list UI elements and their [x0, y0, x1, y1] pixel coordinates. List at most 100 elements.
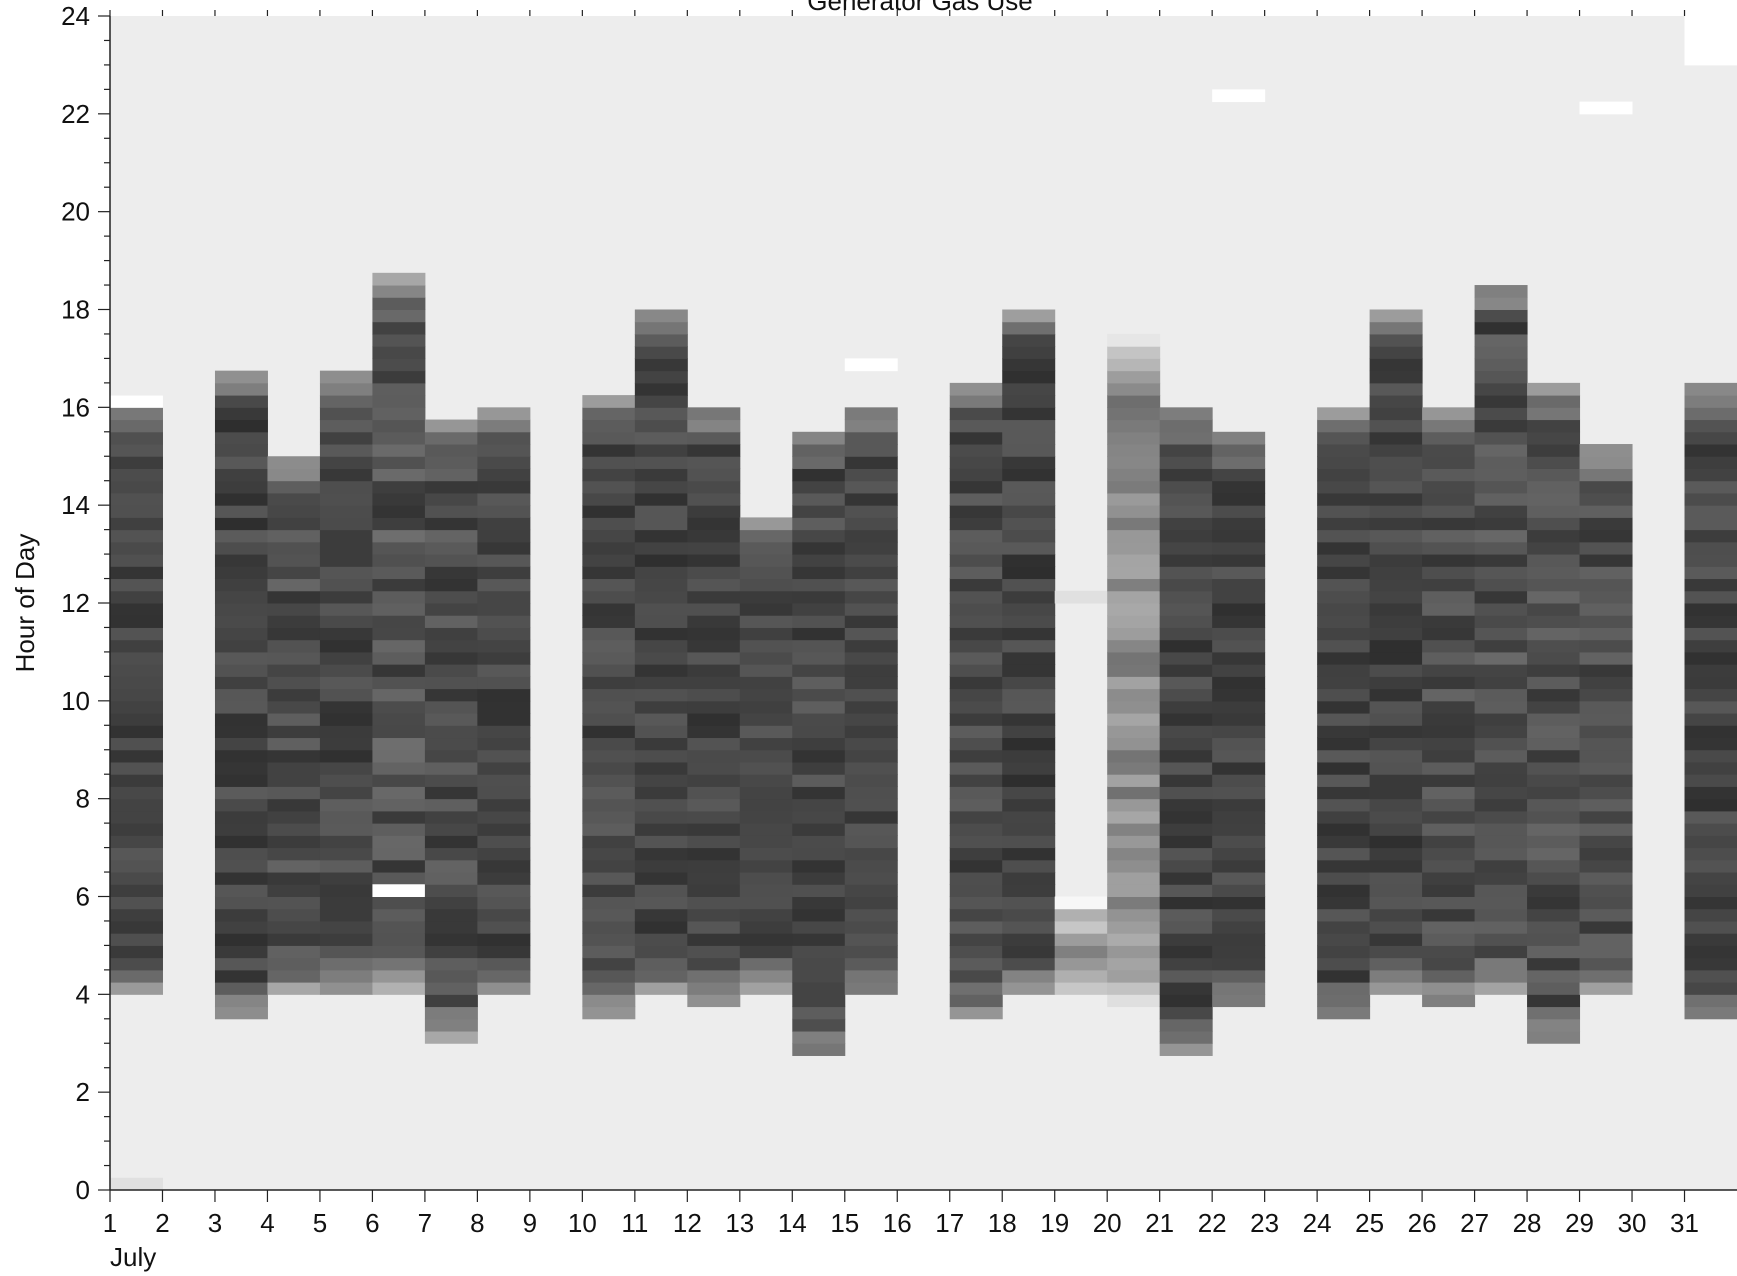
heatmap-cell [687, 761, 741, 775]
heatmap-cell [319, 431, 373, 445]
heatmap-cell [1317, 847, 1371, 861]
heatmap-cell [1369, 431, 1423, 445]
heatmap-cell [844, 676, 898, 690]
heatmap-cell [687, 896, 741, 910]
heatmap-cell [1107, 431, 1161, 445]
heatmap-cell [1159, 419, 1213, 433]
heatmap-cell [792, 480, 846, 494]
heatmap-cell [1527, 664, 1581, 677]
heatmap-cell [1002, 370, 1056, 384]
heatmap-cell [319, 835, 373, 849]
heatmap-cell [319, 603, 373, 616]
heatmap-cell [1579, 101, 1633, 115]
heatmap-cell [1369, 382, 1423, 396]
heatmap-cell [1212, 541, 1266, 555]
heatmap-cell [214, 664, 268, 677]
heatmap-cell [477, 651, 531, 665]
heatmap-cell [582, 407, 636, 421]
heatmap-cell [1054, 945, 1108, 959]
heatmap-cell [844, 798, 898, 812]
heatmap-cell [1002, 920, 1056, 934]
heatmap-cell [1527, 468, 1581, 482]
heatmap-cell [634, 872, 688, 885]
heatmap-cell [372, 786, 426, 800]
heatmap-cell [1422, 725, 1476, 739]
heatmap-cell [739, 786, 793, 800]
heatmap-cell [792, 896, 846, 910]
heatmap-cell [267, 920, 321, 934]
heatmap-cell [1684, 639, 1737, 653]
heatmap-cell [1422, 810, 1476, 824]
heatmap-cell [582, 419, 636, 433]
heatmap-cell [1159, 908, 1213, 922]
heatmap-cell [792, 590, 846, 604]
heatmap-cell [1684, 688, 1737, 702]
heatmap-cell [1002, 590, 1056, 604]
heatmap-cell [214, 725, 268, 739]
heatmap-cell [582, 700, 636, 714]
heatmap-cell [1002, 578, 1056, 592]
heatmap-cell [319, 749, 373, 763]
heatmap-cell [1369, 920, 1423, 934]
heatmap-cell [1474, 505, 1528, 518]
heatmap-cell [1317, 725, 1371, 739]
heatmap-cell [1159, 810, 1213, 824]
heatmap-cell [1527, 823, 1581, 836]
heatmap-cell [739, 541, 793, 555]
heatmap-cell [1054, 920, 1108, 934]
heatmap-cell [1579, 480, 1633, 494]
heatmap-cell [1212, 713, 1266, 726]
heatmap-cell [582, 713, 636, 726]
heatmap-cell [634, 517, 688, 531]
heatmap-cell [1579, 920, 1633, 934]
heatmap-cell [214, 651, 268, 665]
heatmap-cell [110, 431, 163, 445]
heatmap-cell [1107, 419, 1161, 433]
heatmap-cell [1369, 872, 1423, 885]
heatmap-cell [477, 725, 531, 739]
heatmap-cell [477, 590, 531, 604]
heatmap-cell [1474, 957, 1528, 971]
x-tick-label: 16 [883, 1208, 912, 1238]
heatmap-cell [424, 835, 478, 849]
heatmap-cell [1422, 444, 1476, 457]
heatmap-cell [1002, 688, 1056, 702]
heatmap-cell [687, 627, 741, 641]
heatmap-cell [1317, 431, 1371, 445]
heatmap-cell [687, 749, 741, 763]
x-tick-label: 23 [1250, 1208, 1279, 1238]
heatmap-cell [1002, 431, 1056, 445]
heatmap-cell [1159, 786, 1213, 800]
heatmap-cell [582, 945, 636, 959]
heatmap-cell [1002, 517, 1056, 531]
heatmap-cell [582, 639, 636, 653]
heatmap-cell [1684, 810, 1737, 824]
heatmap-cell [372, 517, 426, 531]
heatmap-cell [267, 957, 321, 971]
heatmap-cell [792, 444, 846, 457]
heatmap-cell [1579, 444, 1633, 457]
heatmap-cell [110, 456, 163, 469]
heatmap-cell [267, 969, 321, 983]
heatmap-cell [1369, 933, 1423, 946]
heatmap-cell [949, 725, 1003, 739]
heatmap-cell [319, 786, 373, 800]
heatmap-cell [1527, 395, 1581, 408]
heatmap-cell [477, 957, 531, 971]
heatmap-cell [1002, 945, 1056, 959]
heatmap-cell [949, 664, 1003, 677]
heatmap-cell [1527, 505, 1581, 518]
heatmap-cell [1107, 957, 1161, 971]
heatmap-cell [1474, 492, 1528, 506]
heatmap-cell [267, 492, 321, 506]
heatmap-cell [1107, 798, 1161, 812]
heatmap-cell [1527, 554, 1581, 567]
heatmap-cell [739, 566, 793, 580]
heatmap-cell [949, 395, 1003, 408]
heatmap-cell [582, 908, 636, 922]
heatmap-cell [372, 676, 426, 690]
heatmap-cell [687, 431, 741, 445]
heatmap-cell [477, 896, 531, 910]
heatmap-cell [844, 713, 898, 726]
heatmap-cell [1107, 920, 1161, 934]
